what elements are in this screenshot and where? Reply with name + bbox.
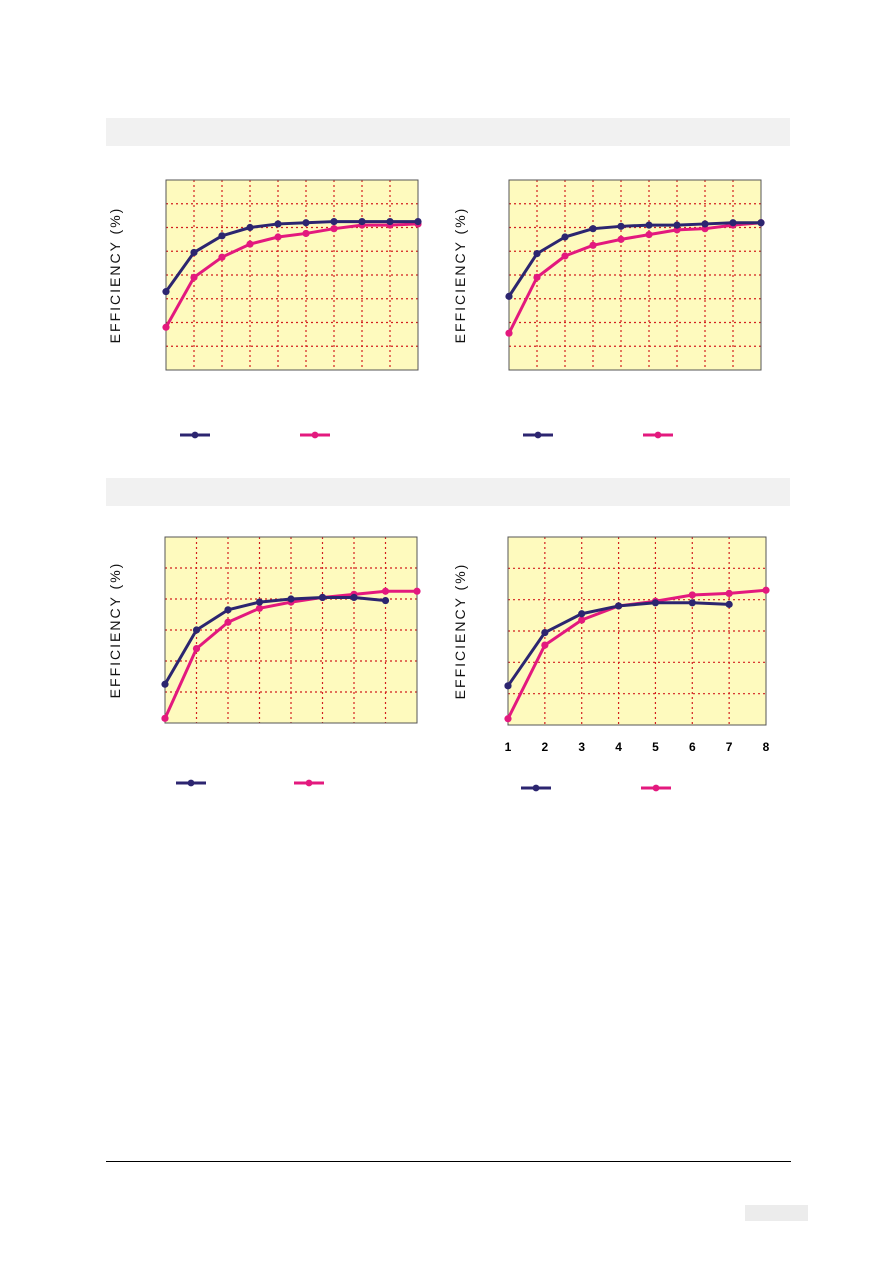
data-point-a (673, 221, 681, 229)
data-point-a (617, 222, 625, 230)
section-header-band (106, 478, 790, 506)
data-point-a (287, 595, 295, 603)
data-point-a (218, 232, 226, 240)
plot-frame (507, 536, 767, 726)
data-point-b (589, 241, 597, 249)
data-point-a (161, 680, 169, 688)
data-point-a (190, 248, 198, 257)
data-point-b (190, 273, 198, 281)
data-point-a (274, 220, 282, 228)
data-point-a (192, 626, 201, 634)
data-point-a (386, 217, 394, 226)
data-point-a (688, 599, 696, 607)
plot-frame (164, 536, 418, 724)
series-line-b (164, 222, 419, 328)
section-header-band (106, 118, 790, 146)
x-tick-label: 7 (726, 740, 733, 754)
data-point-b (617, 235, 625, 243)
data-point-a (414, 217, 422, 226)
legend-marker-b (654, 431, 662, 439)
footer-rule (106, 1161, 791, 1162)
legend-marker-a (534, 431, 542, 439)
data-point-a (701, 220, 709, 228)
data-point-b (645, 231, 653, 239)
data-point-a (729, 219, 737, 227)
data-point-a (541, 628, 549, 637)
x-tick-label: 5 (652, 740, 659, 754)
data-point-a (246, 223, 254, 232)
data-point-a (330, 217, 338, 226)
data-point-a (589, 225, 597, 233)
data-point-b (413, 587, 421, 595)
x-tick-label: 3 (578, 740, 585, 754)
data-point-a (162, 288, 170, 296)
efficiency-chart-1: EFFICIENCY (%) (107, 179, 422, 439)
y-axis-label: EFFICIENCY (%) (107, 562, 123, 699)
data-point-a (504, 682, 512, 690)
data-point-a (614, 602, 623, 610)
data-point-b (504, 715, 512, 723)
data-point-b (255, 604, 264, 612)
data-point-b (505, 329, 513, 337)
data-point-a (224, 606, 232, 614)
data-point-b (274, 233, 282, 241)
data-point-b (533, 273, 541, 281)
efficiency-chart-2: EFFICIENCY (%) (452, 179, 765, 439)
legend-marker-b (305, 779, 313, 787)
data-point-a (725, 600, 733, 608)
plot-frame (508, 179, 762, 371)
data-point-a (318, 593, 327, 602)
x-tick-label: 8 (763, 740, 770, 754)
series-line-a (507, 221, 761, 298)
data-point-b (541, 641, 549, 649)
data-point-b (224, 618, 232, 626)
data-point-b (302, 229, 310, 238)
data-point-b (762, 586, 770, 594)
data-point-b (688, 591, 696, 599)
data-point-b (162, 323, 170, 331)
data-point-a (505, 292, 513, 300)
x-tick-label: 1 (505, 740, 512, 754)
data-point-a (533, 250, 541, 258)
data-point-b (561, 252, 569, 260)
data-point-a (381, 596, 390, 605)
data-point-a (358, 217, 366, 226)
x-tick-label: 4 (615, 740, 622, 754)
efficiency-chart-3: EFFICIENCY (%) (107, 536, 421, 787)
data-point-b (218, 253, 226, 261)
data-point-b (330, 225, 338, 233)
legend-marker-a (191, 431, 199, 439)
legend-marker-a (532, 784, 540, 792)
data-point-a (578, 610, 586, 618)
data-point-a (651, 599, 660, 607)
legend-marker-b (311, 431, 319, 439)
x-tick-label: 2 (542, 740, 549, 754)
data-point-a (255, 598, 264, 606)
y-axis-label: EFFICIENCY (%) (452, 207, 468, 344)
data-point-b (725, 589, 733, 597)
data-point-b (161, 714, 169, 722)
y-axis-label: EFFICIENCY (%) (452, 563, 468, 700)
data-point-b (578, 616, 586, 624)
data-point-a (645, 221, 653, 229)
legend-marker-a (187, 779, 195, 787)
efficiency-chart-4: EFFICIENCY (%) 1 2 3 4 5 6 7 8 (452, 536, 770, 792)
plot-frame (165, 179, 419, 371)
series-line-a (163, 595, 386, 686)
series-line-b (507, 221, 762, 334)
legend-marker-b (652, 784, 660, 792)
y-axis-label: EFFICIENCY (%) (107, 207, 123, 344)
series-line-a (164, 220, 418, 293)
data-point-b (381, 587, 390, 595)
data-point-b (246, 240, 254, 248)
data-point-a (757, 219, 765, 227)
data-point-a (302, 219, 310, 227)
x-tick-label: 6 (689, 740, 696, 754)
page-number-tab (745, 1205, 808, 1221)
data-point-a (350, 593, 358, 602)
data-point-b (192, 645, 201, 653)
data-point-a (561, 233, 569, 241)
